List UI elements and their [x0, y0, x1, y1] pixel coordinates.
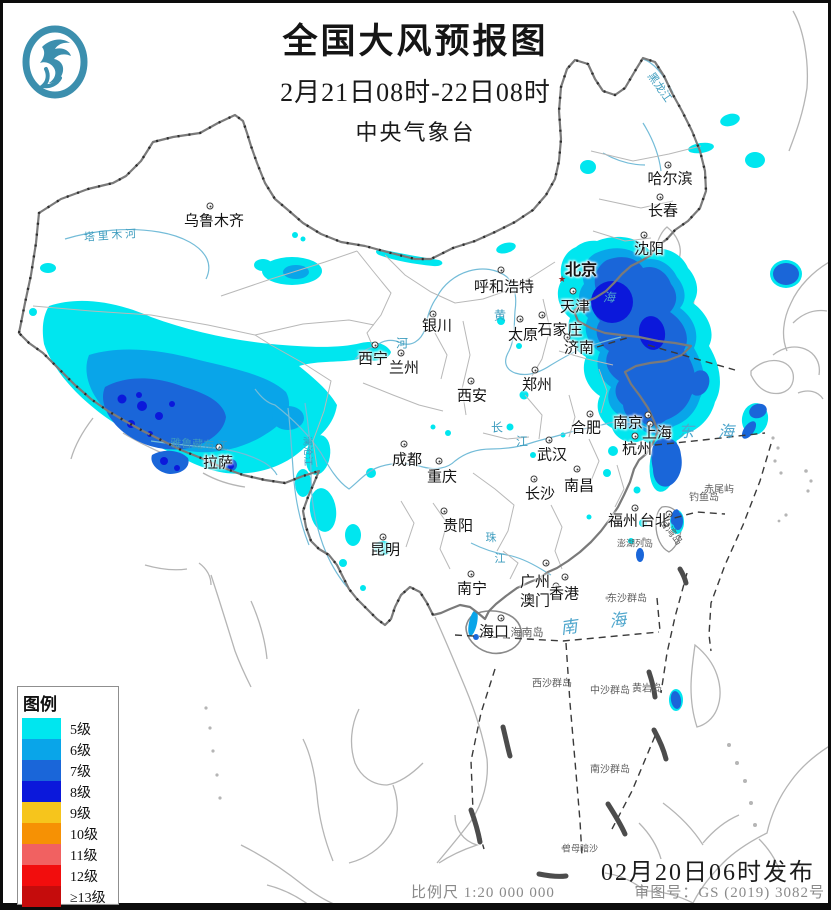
legend-swatch — [22, 802, 61, 823]
legend-item: 6级 — [22, 739, 118, 760]
legend-item: 8级 — [22, 781, 118, 802]
province-boundaries — [32, 145, 702, 580]
map-scale: 比例尺 1:20 000 000 — [411, 885, 555, 901]
legend-item: 12级 — [22, 865, 118, 886]
legend-item: 10级 — [22, 823, 118, 844]
island-specks — [204, 436, 813, 850]
legend-label: 5级 — [70, 722, 91, 738]
legend-label: 12级 — [70, 869, 98, 885]
national-boundary — [17, 56, 708, 627]
legend-label: 7级 — [70, 764, 91, 780]
legend-label: 9级 — [70, 806, 91, 822]
legend-title: 图例 — [23, 695, 57, 714]
legend-item: 7级 — [22, 760, 118, 781]
legend-swatch — [22, 886, 61, 907]
cma-logo-icon — [22, 25, 88, 104]
wind-areas-level8 — [117, 281, 666, 471]
nine-dash-segments — [468, 566, 689, 879]
legend-swatch — [22, 781, 61, 802]
legend-label: 11级 — [70, 848, 98, 864]
legend-label: ≥13级 — [70, 890, 106, 906]
legend-item: 11级 — [22, 844, 118, 865]
legend-item: 5级 — [22, 718, 118, 739]
legend-label: 8级 — [70, 785, 91, 801]
legend-swatch — [22, 760, 61, 781]
maritime-dashed-boundaries — [454, 337, 772, 857]
publish-time: 02月20日06时发布 — [601, 860, 815, 886]
map-meta-line: 比例尺 1:20 000 000 审图号：GS (2019) 3082号 — [411, 881, 825, 902]
legend-swatch — [22, 823, 61, 844]
legend-swatch — [22, 865, 61, 886]
legend-item: ≥13级 — [22, 886, 118, 907]
legend-rows: 5级 6级 7级 8级 9级 10级 11级 12级 ≥13级 — [22, 718, 118, 907]
legend-swatch — [22, 739, 61, 760]
china-gale-forecast-map — [17, 10, 828, 907]
map-approval-number: 审图号：GS (2019) 3082号 — [634, 885, 825, 901]
legend-label: 6级 — [70, 743, 91, 759]
legend-label: 10级 — [70, 827, 98, 843]
legend: 图例 5级 6级 7级 8级 9级 10级 11级 12级 ≥13级 — [17, 686, 119, 907]
legend-swatch — [22, 718, 61, 739]
legend-swatch — [22, 844, 61, 865]
legend-item: 9级 — [22, 802, 118, 823]
